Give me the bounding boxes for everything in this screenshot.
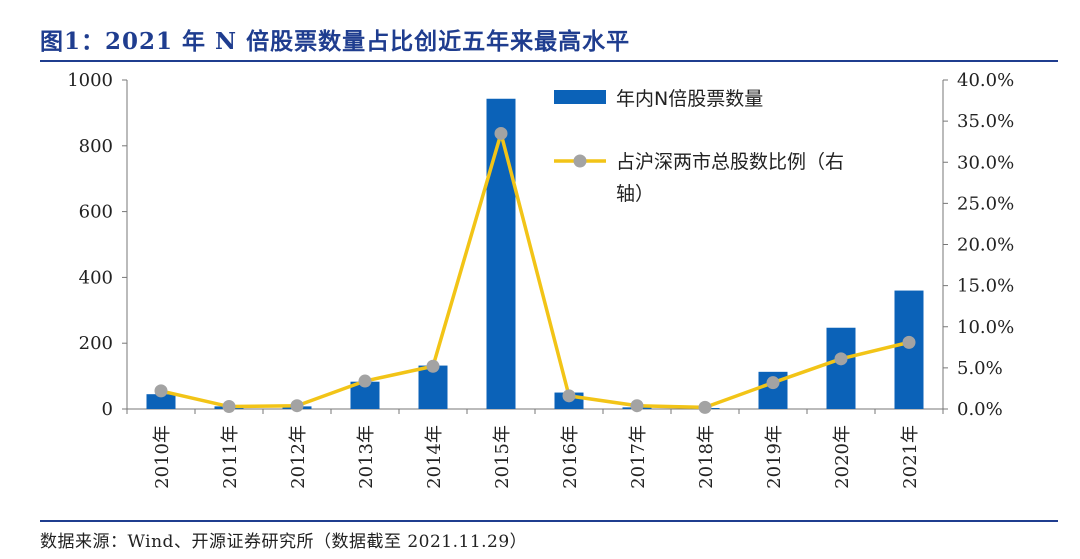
x-tick-label: 2021年 <box>900 425 921 489</box>
ratio-line <box>160 131 910 410</box>
chart-title: 图1：2021 年 N 倍股票数量占比创近五年来最高水平 <box>40 28 631 55</box>
y-tick-label-left: 400 <box>79 267 113 288</box>
y-tick-label-right: 10.0% <box>957 317 1014 338</box>
footer-rule <box>40 520 1058 522</box>
ratio-point-2016 <box>562 389 576 403</box>
x-tick-label: 2014年 <box>424 425 445 489</box>
ratio-point-2014 <box>426 359 440 373</box>
y-tick-label-right: 20.0% <box>957 235 1014 256</box>
y-tick-label-right: 40.0% <box>957 70 1014 91</box>
ratio-point-2017 <box>630 399 644 413</box>
legend-bar-label: 年内N倍股票数量 <box>616 88 763 110</box>
y-tick-label-right: 15.0% <box>957 276 1014 297</box>
x-tick-label: 2016年 <box>560 425 581 489</box>
x-tick-label: 2012年 <box>288 425 309 489</box>
ratio-point-2012 <box>290 399 304 413</box>
legend-line-label: 占沪深两市总股数比例（右 <box>616 151 844 173</box>
ratio-point-2010 <box>154 384 168 398</box>
ratio-point-2020 <box>834 352 848 366</box>
bar-2021 <box>894 290 924 409</box>
y-tick-label-right: 0.0% <box>957 399 1003 420</box>
x-tick-label: 2010年 <box>152 425 173 489</box>
x-tick-label: 2017年 <box>628 425 649 489</box>
y-tick-label-left: 600 <box>79 202 113 223</box>
x-tick-label: 2013年 <box>356 425 377 489</box>
ratio-point-2011 <box>222 400 236 414</box>
y-tick-label-left: 800 <box>79 136 113 157</box>
y-tick-label-left: 1000 <box>67 70 113 91</box>
bar-2015 <box>486 98 516 410</box>
x-tick-label: 2015年 <box>492 425 513 489</box>
ratio-point-2021 <box>902 335 916 349</box>
title-rule <box>40 60 1058 62</box>
ratio-point-2019 <box>766 376 780 390</box>
ratio-point-2018 <box>698 400 712 414</box>
y-tick-label-left: 200 <box>79 333 113 354</box>
y-tick-label-right: 35.0% <box>957 111 1014 132</box>
legend-line-marker <box>573 154 587 168</box>
ratio-point-2015 <box>494 126 508 140</box>
y-tick-label-right: 30.0% <box>957 152 1014 173</box>
y-tick-label-left: 0 <box>102 399 113 420</box>
source-note: 数据来源：Wind、开源证券研究所（数据截至 2021.11.29） <box>40 532 528 552</box>
bar-2020 <box>826 327 856 409</box>
legend-line-label-cont: 轴） <box>616 183 654 205</box>
y-tick-label-right: 25.0% <box>957 193 1014 214</box>
legend-bar-swatch <box>554 90 606 104</box>
bar-2014 <box>418 365 448 409</box>
bar-2010 <box>146 394 176 409</box>
x-tick-label: 2018年 <box>696 425 717 489</box>
ratio-point-2013 <box>358 374 372 388</box>
x-tick-label: 2011年 <box>220 425 241 489</box>
x-tick-label: 2020年 <box>832 425 853 489</box>
x-tick-label: 2019年 <box>764 425 785 489</box>
y-tick-label-right: 5.0% <box>957 358 1003 379</box>
